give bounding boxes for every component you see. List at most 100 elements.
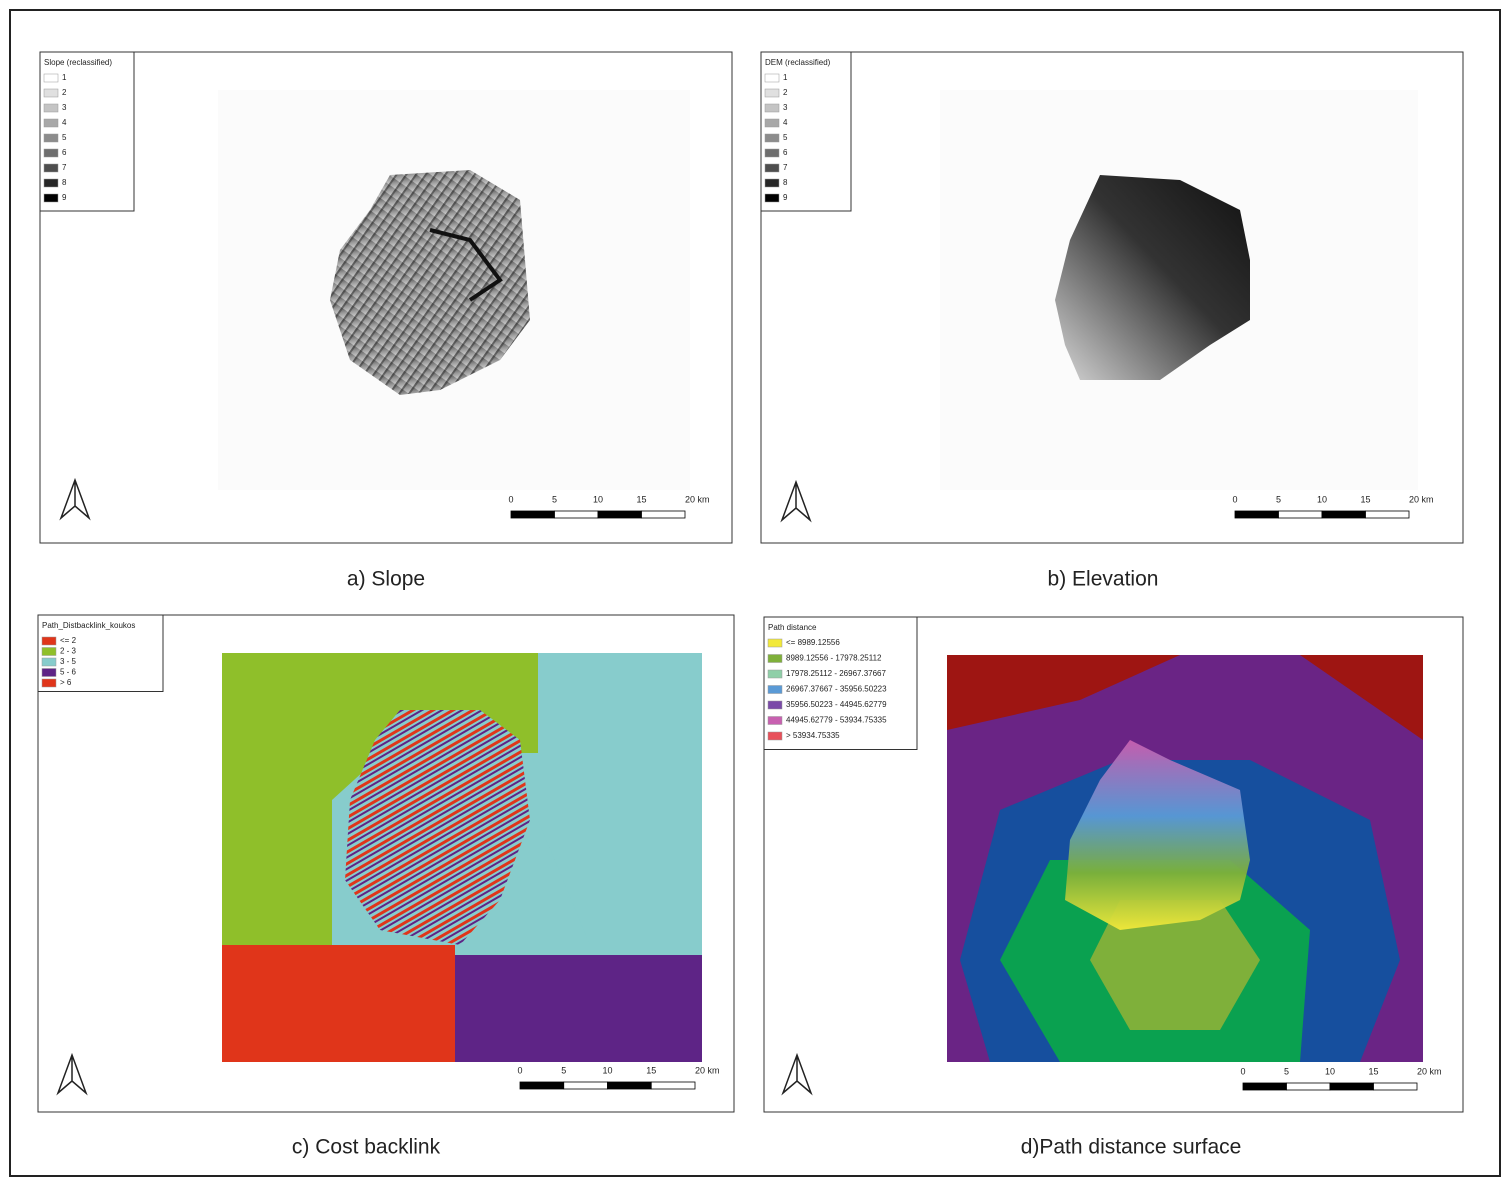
caption: a) Slope [347, 568, 425, 591]
scale-label: 0 [517, 1065, 522, 1075]
north-arrow [780, 479, 812, 523]
legend-label: 44945.62779 - 53934.75335 [786, 716, 887, 725]
legend-label: 5 [62, 133, 67, 142]
north-arrow [56, 1052, 88, 1096]
legend-swatch [43, 118, 59, 128]
caption: b) Elevation [1048, 568, 1159, 591]
legend-label: 6 [783, 148, 788, 157]
legend-swatch [767, 685, 783, 694]
legend-label: 6 [62, 148, 67, 157]
caption: d)Path distance surface [1021, 1136, 1242, 1159]
map-b [940, 90, 1418, 490]
scale-label: 5 [1276, 494, 1281, 504]
scale-bar-segment [607, 1081, 652, 1090]
scale-bar-segment [650, 1081, 696, 1090]
legend-title: Path distance [768, 623, 817, 632]
legend-title: Slope (reclassified) [44, 58, 112, 67]
legend-label: 1 [62, 73, 67, 82]
legend-label: <= 2 [60, 636, 77, 645]
scale-bar-segment [1365, 510, 1410, 519]
legend-label: 2 [783, 88, 788, 97]
legend-swatch [43, 193, 59, 203]
scale-label: 15 [636, 494, 646, 504]
scale-bar-segment [519, 1081, 565, 1090]
scale-label: 0 [508, 494, 513, 504]
legend-swatch [764, 148, 780, 158]
legend-title: DEM (reclassified) [765, 58, 831, 67]
scale-label: 15 [1360, 494, 1370, 504]
legend-swatch [43, 103, 59, 113]
scale-bar-segment [1321, 510, 1366, 519]
map-c [222, 653, 702, 1062]
legend-swatch [767, 700, 783, 710]
scale-label: 5 [561, 1065, 566, 1075]
legend-swatch [764, 118, 780, 128]
legend-label: 5 [783, 133, 788, 142]
legend-label: 9 [62, 193, 67, 202]
north-arrow [59, 477, 91, 521]
legend-swatch [767, 638, 783, 648]
legend-label: 8989.12556 - 17978.25112 [786, 654, 882, 663]
legend-label: 8 [62, 178, 67, 187]
legend-swatch [767, 654, 783, 663]
legend-swatch [41, 657, 57, 667]
scale-label: 0 [1232, 494, 1237, 504]
legend-label: <= 8989.12556 [786, 638, 840, 647]
legend-title: Path_Distbacklink_koukos [42, 621, 135, 630]
legend-label: 3 [783, 103, 788, 112]
scale-label: 5 [1284, 1066, 1289, 1076]
scale-label: 0 [1240, 1066, 1245, 1076]
figure-border [9, 9, 1501, 1177]
legend-swatch [43, 88, 59, 98]
legend-swatch [43, 148, 59, 158]
legend-label: 1 [783, 73, 788, 82]
scale-label: 10 [602, 1065, 612, 1075]
legend-swatch [764, 103, 780, 113]
caption: c) Cost backlink [292, 1136, 441, 1159]
legend-swatch [43, 163, 59, 173]
legend-label: 3 - 5 [60, 657, 77, 666]
legend-swatch [764, 88, 780, 98]
legend-label: 2 - 3 [60, 647, 77, 656]
legend-label: 35956.50223 - 44945.62779 [786, 700, 887, 709]
legend-label: 3 [62, 103, 67, 112]
legend-swatch [764, 163, 780, 173]
legend-swatch [767, 669, 783, 679]
scale-bar-segment [510, 510, 555, 519]
scale-bar-segment [1373, 1082, 1418, 1091]
legend-label: 4 [62, 118, 67, 127]
scale-label: 20 km [1417, 1066, 1442, 1076]
legend-label: 7 [62, 163, 67, 172]
legend-label: 4 [783, 118, 788, 127]
north-arrow [781, 1052, 813, 1096]
legend-swatch [43, 178, 59, 188]
scale-bar-segment [1286, 1082, 1331, 1091]
legend-box [37, 614, 164, 692]
legend-label: 17978.25112 - 26967.37667 [786, 669, 886, 678]
legend-swatch [41, 678, 57, 688]
scale-label: 10 [1325, 1066, 1335, 1076]
legend-label: > 6 [60, 678, 72, 687]
scale-label: 20 km [685, 494, 710, 504]
legend-swatch [43, 133, 59, 143]
map-d [947, 655, 1423, 1062]
legend-label: 8 [783, 178, 788, 187]
legend-swatch [764, 193, 780, 203]
scale-bar-segment [563, 1081, 608, 1090]
legend-label: 7 [783, 163, 788, 172]
scale-bar-segment [554, 510, 599, 519]
legend-swatch [41, 636, 57, 646]
scale-label: 20 km [1409, 494, 1434, 504]
scale-label: 10 [593, 494, 603, 504]
map-a [218, 90, 690, 490]
scale-label: 10 [1317, 494, 1327, 504]
scale-bar-segment [1329, 1082, 1374, 1091]
scale-label: 15 [1368, 1066, 1378, 1076]
legend-label: 9 [783, 193, 788, 202]
scale-bar-segment [1242, 1082, 1287, 1091]
legend-label: 2 [62, 88, 67, 97]
legend-swatch [41, 668, 57, 677]
legend-label: > 53934.75335 [786, 731, 840, 740]
scale-label: 5 [552, 494, 557, 504]
legend-swatch [764, 73, 780, 83]
